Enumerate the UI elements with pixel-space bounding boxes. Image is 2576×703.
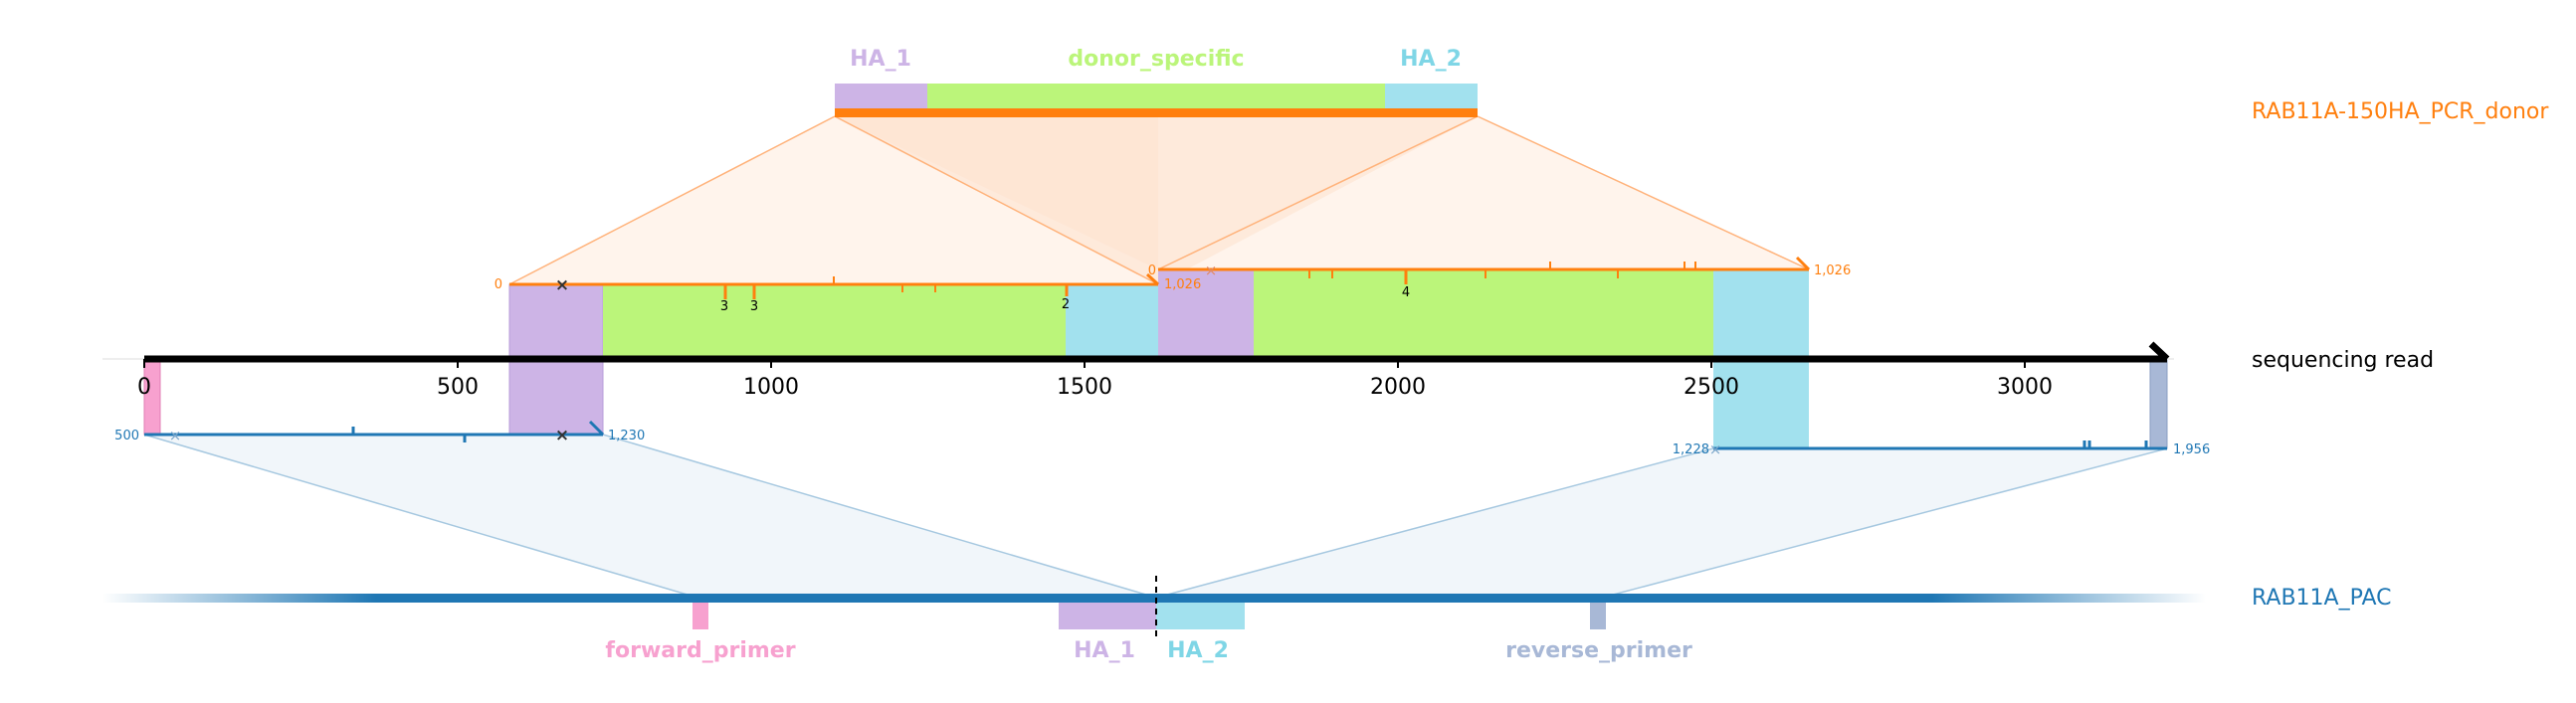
read-block-ha1-right bbox=[1158, 269, 1254, 359]
read-tick-label: 3000 bbox=[1997, 375, 2053, 400]
reference-feature-label-reverse-primer: reverse_primer bbox=[1505, 638, 1692, 663]
donor-bar bbox=[835, 108, 1478, 117]
donor-projection-line bbox=[834, 115, 1159, 285]
reference-feature-label-forward-primer: forward_primer bbox=[605, 638, 795, 663]
reference-feature-ha2 bbox=[1156, 603, 1245, 629]
deletion-marker: × bbox=[555, 275, 569, 295]
donor-alignment-1: 0 1,026 × 3 3 2 bbox=[495, 272, 1201, 314]
read-name-label: sequencing read bbox=[2252, 348, 2434, 373]
read-tick-label: 1000 bbox=[743, 375, 799, 400]
indel-length-label: 4 bbox=[1402, 285, 1410, 300]
deletion-marker-faint: × bbox=[1205, 262, 1218, 279]
read-feature-blocks bbox=[143, 269, 2168, 449]
deletion-marker: × bbox=[555, 426, 569, 445]
indel-length-label: 2 bbox=[1062, 297, 1070, 312]
donor-name-label: RAB11A-150HA_PCR_donor bbox=[2252, 99, 2549, 124]
donor-alignment-end-label: 1,026 bbox=[1164, 277, 1201, 292]
read-block-donor-specific-left bbox=[603, 284, 1066, 359]
donor-projection-overlap bbox=[835, 116, 1478, 284]
donor-projection-group bbox=[508, 115, 1810, 285]
donor-alignment-2: 0 1,026 × 4 bbox=[1148, 256, 1851, 300]
donor-feature-label-ha2: HA_2 bbox=[1400, 47, 1462, 72]
donor-projection-1 bbox=[509, 116, 1158, 284]
read-tick-group: 0 500 1000 1500 2000 2500 3000 bbox=[137, 359, 2053, 400]
donor-feature-label-donor-specific: donor_specific bbox=[1068, 47, 1244, 72]
donor-feature-ha2 bbox=[1385, 84, 1478, 108]
read-block-ha2-left bbox=[1066, 284, 1158, 359]
donor-construct: HA_1 donor_specific HA_2 RAB11A-150HA_PC… bbox=[835, 47, 2549, 124]
donor-alignment-end-label: 1,026 bbox=[1814, 264, 1851, 278]
reference-feature-forward-primer bbox=[693, 603, 708, 629]
read-tick-label: 2500 bbox=[1684, 375, 1739, 400]
reference-alignment-start-label: 1,228 bbox=[1673, 442, 1709, 457]
reference-alignment-arrow bbox=[588, 420, 605, 437]
reference-alignment-2: 1,228 1,956 × bbox=[1673, 440, 2210, 458]
read-block-ha1-left-lower bbox=[508, 358, 604, 436]
donor-projection-line bbox=[508, 115, 836, 285]
donor-alignment-start-label: 0 bbox=[495, 277, 502, 292]
read-block-ha2-right bbox=[1713, 269, 1809, 359]
donor-alignment-start-label: 0 bbox=[1148, 264, 1156, 278]
read-block-ha1-left bbox=[508, 283, 604, 360]
donor-feature-ha1 bbox=[835, 84, 927, 108]
reference-feature-reverse-primer bbox=[1590, 603, 1606, 629]
read-tick-label: 2000 bbox=[1370, 375, 1426, 400]
read-arrowhead bbox=[2148, 341, 2170, 362]
reference-projection-1 bbox=[144, 435, 1156, 598]
reference-alignment-1: 500 1,230 × × bbox=[114, 420, 645, 445]
deletion-marker-faint: × bbox=[169, 427, 182, 444]
indel-length-label: 3 bbox=[720, 299, 728, 314]
reference-bar bbox=[102, 594, 2206, 603]
donor-projection-line bbox=[1157, 115, 1479, 270]
reference-projection-line bbox=[1155, 447, 1714, 599]
donor-projection-2 bbox=[835, 116, 1809, 269]
reference-projection-group bbox=[143, 434, 2168, 599]
read-tick-label: 500 bbox=[437, 375, 479, 400]
donor-feature-label-ha1: HA_1 bbox=[850, 47, 911, 72]
deletion-marker-faint: × bbox=[1709, 440, 1722, 458]
donor-feature-donor-specific bbox=[927, 84, 1385, 108]
reference-alignment-end-label: 1,230 bbox=[608, 429, 645, 443]
indel-length-label: 3 bbox=[750, 299, 758, 314]
sequencing-read: 0 500 1000 1500 2000 2500 3000 sequencing read bbox=[102, 341, 2434, 400]
reference-projection-2 bbox=[1156, 448, 2167, 598]
reference-alignment-end-label: 1,956 bbox=[2173, 442, 2210, 457]
reference-name-label: RAB11A_PAC bbox=[2252, 586, 2391, 611]
reference-sequence: forward_primer HA_1 HA_2 reverse_primer … bbox=[102, 576, 2391, 663]
read-block-reverse-primer bbox=[2149, 358, 2168, 449]
read-block-donor-specific-right bbox=[1254, 269, 1713, 359]
reference-projection-line bbox=[1601, 447, 2168, 599]
reference-feature-label-ha1: HA_1 bbox=[1074, 638, 1135, 663]
reference-alignment-start-label: 500 bbox=[114, 429, 139, 443]
read-tick-label: 0 bbox=[137, 375, 151, 400]
read-tick-label: 1500 bbox=[1057, 375, 1112, 400]
donor-alignment-arrow bbox=[1145, 272, 1160, 286]
reference-projection-line bbox=[143, 434, 698, 599]
donor-projection-line bbox=[1477, 115, 1810, 270]
reference-feature-ha1 bbox=[1059, 603, 1156, 629]
reference-feature-label-ha2: HA_2 bbox=[1167, 638, 1229, 663]
donor-alignment-arrow bbox=[1795, 256, 1811, 271]
reference-projection-line bbox=[602, 434, 1157, 599]
read-block-ha2-right-lower bbox=[1713, 359, 1809, 448]
